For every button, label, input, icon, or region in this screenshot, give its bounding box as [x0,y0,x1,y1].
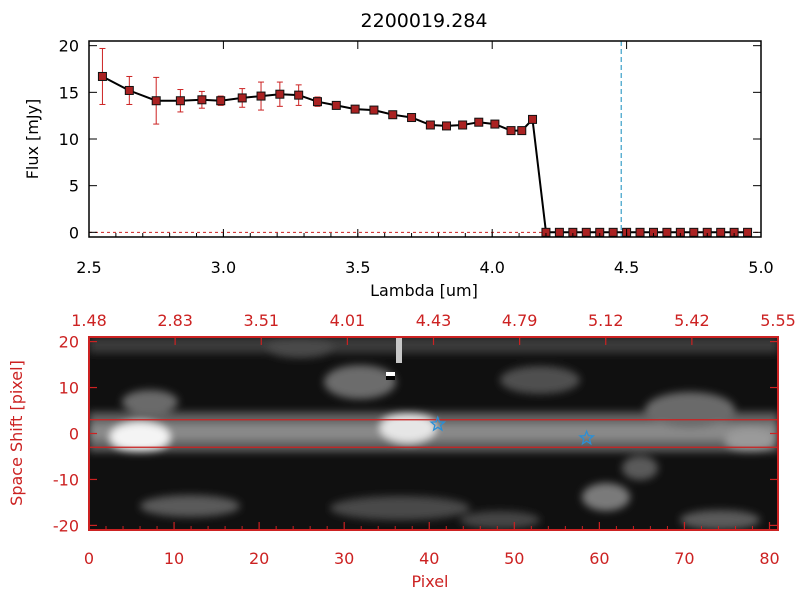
spectrum-line [101,75,748,234]
errorbars [99,47,751,234]
y-tick-label: 15 [59,83,79,102]
image-x-axis-label: Pixel [411,572,448,591]
image-x-tick-label: 10 [164,549,184,568]
image-y-tick-label: 20 [59,333,79,352]
y-tick-label: 20 [59,37,79,56]
image-top-tick-label: 4.79 [502,311,538,330]
data-point [689,227,699,237]
image-top-tick-label: 1.48 [71,311,107,330]
y-tick-label: 5 [69,177,79,196]
spectrum-image-panel: 0 10 20 30 40 50 60 70 80 -20 -10 0 10 20 1.48 2.83 3.… [7,311,796,591]
data-point [407,113,417,123]
image-top-tick-label: 5.12 [588,311,624,330]
x-tick-label: 2.5 [76,258,101,277]
data-point [294,90,304,100]
data-point [369,105,379,115]
data-point [716,227,726,237]
image-y-tick-label: 0 [69,425,79,444]
data-point [425,120,435,130]
image-x-tick-label: 60 [589,549,609,568]
spectrum-x-ticks: 2.5 3.0 3.5 4.0 4.5 5.0 [76,41,774,277]
data-point [151,96,161,106]
image-x-tick-label: 70 [674,549,694,568]
image-y-tick-label: 10 [59,379,79,398]
bright-pixel [386,372,395,378]
spectrum-reference-lines [89,41,761,237]
image-x-tick-label: 30 [334,549,354,568]
image-top-tick-label: 2.83 [157,311,193,330]
data-point [743,227,753,237]
data-point [216,96,226,106]
image-y-axis-label: Space Shift [pixel] [7,360,26,506]
data-point [662,227,672,237]
x-tick-label: 4.0 [479,258,504,277]
image-top-tick-label: 4.43 [416,311,452,330]
image-x-tick-label: 0 [84,549,94,568]
image-x-tick-label: 20 [249,549,269,568]
data-point [506,126,516,136]
data-point [517,126,527,136]
source-markers [429,415,596,446]
image-y-ticks: -20 -10 0 10 20 [53,333,778,535]
image-x-tick-label: 50 [504,549,524,568]
image-x-ticks: 0 10 20 30 40 50 60 70 80 [84,522,780,568]
image-top-tick-label: 4.01 [330,311,366,330]
spectrum-series-line [101,75,748,234]
x-tick-label: 3.5 [345,258,370,277]
bright-pixel-column [396,337,402,363]
data-point [490,119,500,129]
data-point [256,91,266,101]
image-x-tick-label: 40 [419,549,439,568]
data-point [458,120,468,130]
data-point [197,95,207,105]
x-tick-label: 3.0 [211,258,236,277]
data-point [474,117,484,127]
image-y-tick-label: -20 [53,516,79,535]
x-axis-label: Lambda [um] [370,281,478,300]
data-point [350,104,360,114]
data-point [442,121,452,131]
y-axis-label: Flux [mJy] [23,99,42,180]
image-x-tick-label: 80 [759,549,779,568]
data-point [97,71,107,81]
data-point [331,100,341,110]
spectrum-y-ticks: 0 5 10 15 20 [59,37,761,242]
data-point [528,114,538,124]
data-point [635,227,645,237]
image-top-wavelength-ticks: 1.48 2.83 3.51 4.01 4.43 4.79 5.12 5.42 5.55 [71,311,796,345]
data-point [388,110,398,120]
data-point [275,89,285,99]
image-y-tick-label: -10 [53,470,79,489]
chart-title: 2200019.284 [361,10,488,32]
aperture-lines [89,419,778,448]
dark-pixel [386,376,395,380]
image-top-tick-label: 3.51 [243,311,279,330]
x-tick-label: 4.5 [614,258,639,277]
star-marker [578,429,596,446]
image-top-tick-label: 5.42 [674,311,710,330]
star-marker [429,415,447,432]
image-top-tick-label: 5.55 [760,311,796,330]
x-tick-label: 5.0 [748,258,773,277]
data-point [581,227,591,237]
spectrum-points [97,71,753,237]
data-point [237,93,247,103]
data-point [124,85,134,95]
y-tick-label: 10 [59,130,79,149]
data-point [554,227,564,237]
y-tick-label: 0 [69,223,79,242]
spectrum-plot-frame [88,40,762,238]
spectrum-panel: 2200019.284 2.5 3.0 3.5 4.0 4.5 5.0 05101520 … [23,10,774,300]
spectrum-image [89,337,778,530]
data-point [312,97,322,107]
data-point [175,96,185,106]
data-point [608,227,618,237]
